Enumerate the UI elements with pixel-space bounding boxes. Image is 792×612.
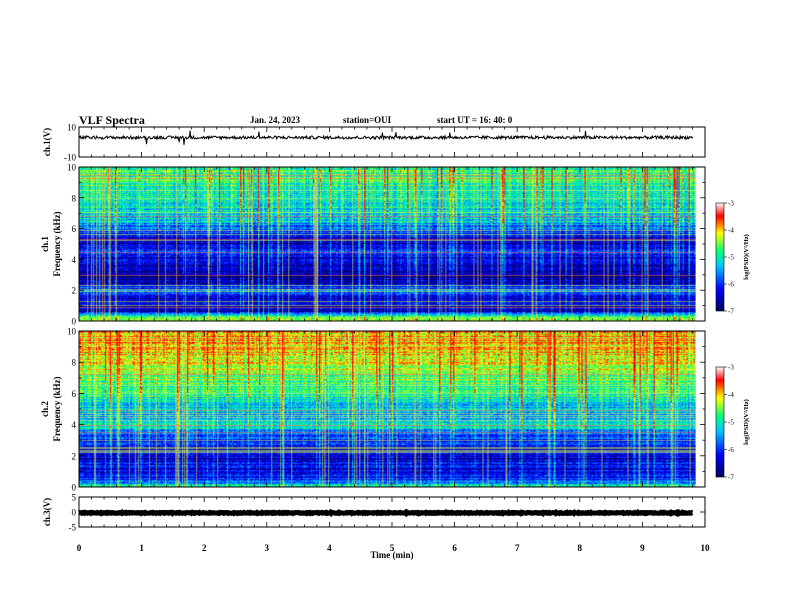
- ch3-waveform-line: [78, 508, 694, 518]
- ch3-waveform-ytick-label: -5: [69, 523, 77, 533]
- x-tick-label: 0: [77, 543, 82, 553]
- x-tick-label: 10: [701, 543, 711, 553]
- ch2-colorbar-label: log(PSD)(V²/Hz): [743, 399, 750, 445]
- ch3-waveform-ytick-label: 0: [72, 508, 77, 518]
- ch3-waveform-ylabel: ch.3(V): [42, 498, 52, 526]
- ch2-spectrogram-ytick-label: 8: [72, 358, 77, 368]
- ch2-colorbar-tick-label: -5: [728, 419, 734, 427]
- ch1-waveform-ytick-label: -10: [64, 153, 76, 163]
- ch1-colorbar-tick-label: -5: [728, 254, 734, 262]
- ch2-colorbar-tick-label: -7: [728, 474, 734, 482]
- ch2-spectrogram-ytick-label: 0: [72, 483, 77, 493]
- ch2-spectrogram-ytick-label: 2: [72, 451, 77, 461]
- ch1-spectrogram-channel-label: ch.1: [40, 236, 50, 252]
- x-tick-label: 2: [202, 543, 207, 553]
- ch1-waveform-line: [78, 130, 693, 145]
- ch1-waveform-ylabel: ch.1(V): [42, 128, 52, 156]
- ch2-colorbar-tick-label: -3: [728, 364, 734, 372]
- ch2-spectrogram-channel-label: ch.2: [40, 401, 50, 417]
- ch2-spectrogram-ytick-label: 4: [72, 420, 77, 430]
- ch2-colorbar-tick-label: -4: [728, 391, 734, 399]
- ch2-spectrogram-ytick-label: 6: [72, 389, 77, 399]
- ch1-colorbar-tick-label: -3: [728, 200, 734, 208]
- chart-title: VLF Spectra: [79, 113, 145, 127]
- x-axis-label: Time (min): [370, 550, 413, 560]
- ch1-colorbar-label: log(PSD)(V²/Hz): [743, 234, 750, 280]
- ch2-spectrogram-ytick-label: 10: [67, 327, 77, 337]
- ch2-spectrogram-image: [79, 331, 696, 487]
- x-tick-label: 9: [640, 543, 645, 553]
- ch1-spectrogram-ytick-label: 10: [67, 163, 77, 173]
- x-tick-label: 5: [390, 543, 395, 553]
- ch1-spectrogram-ytick-label: 4: [72, 255, 77, 265]
- ch1-waveform-ytick-label: 10: [67, 123, 77, 133]
- ch1-spectrogram-ylabel: Frequency (kHz): [52, 211, 62, 276]
- date-label: Jan. 24, 2023: [250, 115, 301, 125]
- ch1-colorbar-tick-label: -4: [728, 227, 734, 235]
- ch1-colorbar-tick-label: -6: [728, 281, 734, 289]
- x-tick-label: 6: [452, 543, 457, 553]
- ch1-spectrogram-image: [79, 167, 696, 321]
- ch1-colorbar: [715, 202, 725, 312]
- x-tick-label: 1: [139, 543, 144, 553]
- station-label: station=OUI: [343, 115, 392, 125]
- x-tick-label: 7: [515, 543, 520, 553]
- x-tick-label: 3: [265, 543, 270, 553]
- ch1-spectrogram-ytick-label: 6: [72, 224, 77, 234]
- start-time-label: start UT = 16: 40: 0: [437, 115, 513, 125]
- ch1-colorbar-tick-label: -7: [728, 308, 734, 316]
- ch1-spectrogram-ytick-label: 2: [72, 286, 77, 296]
- x-tick-label: 8: [578, 543, 583, 553]
- ch2-colorbar-tick-label: -6: [728, 446, 734, 454]
- ch2-spectrogram-ylabel: Frequency (kHz): [52, 376, 62, 441]
- ch2-colorbar: [715, 366, 725, 478]
- ch1-spectrogram-ytick-label: 8: [72, 193, 77, 203]
- x-tick-label: 4: [327, 543, 332, 553]
- ch3-waveform-ytick-label: 5: [72, 493, 77, 503]
- ch1-spectrogram-ytick-label: 0: [72, 317, 77, 327]
